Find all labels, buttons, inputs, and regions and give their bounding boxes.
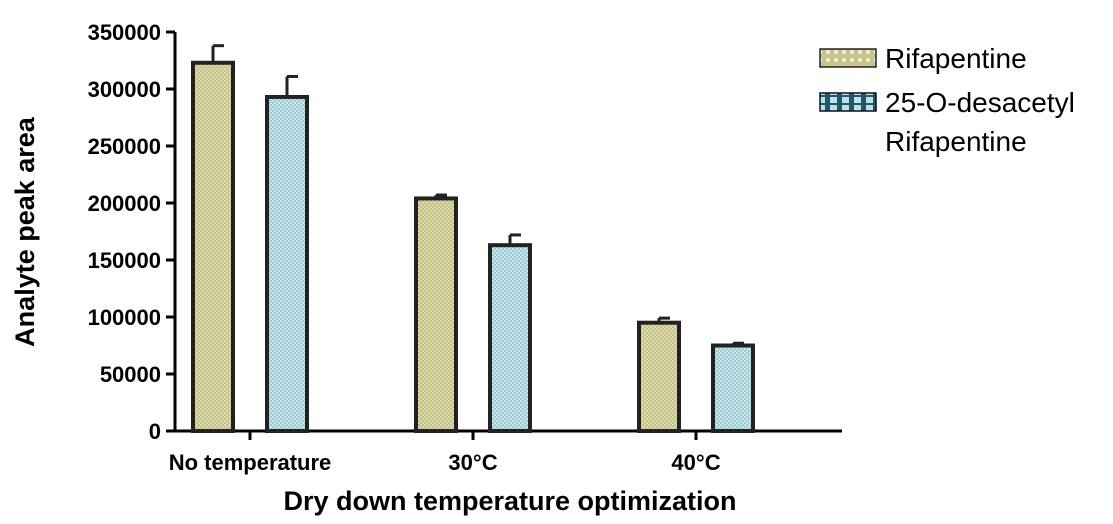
- bar-rifapentine: [637, 320, 681, 434]
- legend-label-desacetyl-line1: 25-O-desacetyl: [885, 87, 1075, 118]
- y-axis-title: Analyte peak area: [10, 116, 40, 347]
- x-tick-label: 40°C: [671, 450, 720, 475]
- legend-label-rifapentine: Rifapentine: [885, 43, 1027, 74]
- legend-swatch-rifapentine: [819, 48, 877, 68]
- x-ticks: No temperature 30°C 40°C: [169, 431, 721, 475]
- y-tick-label: 350000: [88, 20, 161, 45]
- x-axis-title: Dry down temperature optimization: [283, 486, 736, 516]
- bar-rifapentine: [414, 196, 458, 433]
- y-tick-label: 100000: [88, 305, 161, 330]
- bar-rifapentine: [191, 60, 235, 433]
- y-tick-label: 300000: [88, 77, 161, 102]
- bars: [191, 44, 755, 434]
- legend-swatch-desacetyl: [819, 92, 877, 112]
- y-ticks: 0 50000 100000 150000 200000 250000 300000 3500…: [88, 20, 175, 444]
- y-tick-label: 0: [149, 419, 161, 444]
- x-tick-label: 30°C: [448, 450, 497, 475]
- y-tick-label: 50000: [100, 362, 161, 387]
- y-tick-label: 150000: [88, 248, 161, 273]
- y-tick-label: 250000: [88, 134, 161, 159]
- bar-desacetyl: [488, 243, 532, 433]
- x-tick-label: No temperature: [169, 450, 332, 475]
- bar-desacetyl: [265, 94, 309, 433]
- legend-label-desacetyl-line2: Rifapentine: [885, 126, 1027, 157]
- y-tick-label: 200000: [88, 191, 161, 216]
- legend: Rifapentine 25-O-desacetyl Rifapentine: [819, 43, 1075, 157]
- bar-desacetyl: [711, 343, 755, 433]
